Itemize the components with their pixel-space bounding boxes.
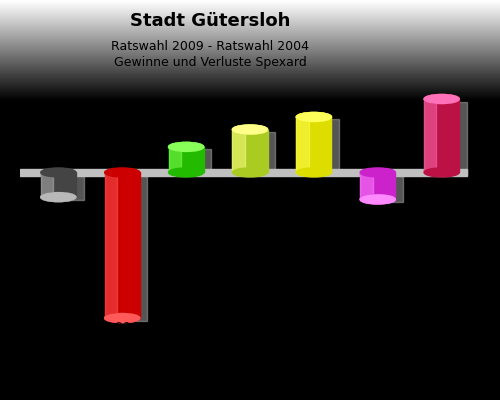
Ellipse shape [424,168,459,177]
Text: Gewinne und Verluste Spexard: Gewinne und Verluste Spexard [114,56,306,69]
Text: Ratswahl 2009 - Ratswahl 2004: Ratswahl 2009 - Ratswahl 2004 [111,40,309,53]
Bar [104,172,140,318]
Text: CDU: CDU [46,343,70,353]
Ellipse shape [104,168,140,177]
Text: -1,29 %: -1,29 % [356,322,399,332]
Ellipse shape [424,94,459,104]
Bar [360,172,396,200]
Bar [424,99,459,172]
Ellipse shape [232,125,268,134]
Ellipse shape [296,112,332,122]
Ellipse shape [232,168,268,177]
Ellipse shape [104,314,140,322]
Ellipse shape [41,193,76,202]
Text: 1,22 %: 1,22 % [166,322,205,332]
Ellipse shape [41,193,76,202]
Bar [168,147,203,172]
Text: FDP: FDP [303,343,324,353]
Bar [304,120,339,175]
Bar [296,117,332,172]
Bar [368,175,403,202]
Ellipse shape [296,168,332,177]
Text: 3,51 %: 3,51 % [422,322,461,332]
Ellipse shape [360,168,396,177]
Ellipse shape [424,94,459,104]
Bar [296,117,308,172]
Bar [432,102,467,175]
Ellipse shape [168,142,203,151]
Ellipse shape [104,314,140,322]
Ellipse shape [168,168,203,177]
Bar [168,147,181,172]
Ellipse shape [424,94,459,104]
Text: -6,96 %: -6,96 % [101,322,144,332]
Ellipse shape [232,125,268,134]
Bar [232,130,268,172]
Bar [112,175,148,320]
Ellipse shape [104,314,140,322]
Ellipse shape [41,168,76,177]
Bar [48,175,84,200]
Text: GRÜNE: GRÜNE [166,343,206,353]
Text: DIE
LINKE: DIE LINKE [426,343,458,364]
Text: -1,18 %: -1,18 % [37,322,80,332]
Ellipse shape [360,195,396,204]
Ellipse shape [360,195,396,204]
Ellipse shape [296,112,332,122]
Bar [41,172,53,197]
Ellipse shape [168,142,203,151]
Bar [104,172,117,318]
Bar [41,172,76,197]
Text: BIGT: BIGT [237,343,263,353]
Text: 7 von 7 Schnellmeldungen: 7 von 7 Schnellmeldungen [10,380,159,390]
Ellipse shape [232,125,268,134]
Ellipse shape [360,195,396,204]
Bar [360,172,372,200]
Ellipse shape [296,112,332,122]
Ellipse shape [41,193,76,202]
Bar [240,132,275,175]
Bar [424,99,436,172]
Text: Stadt Gütersloh: Stadt Gütersloh [130,12,290,30]
Bar [232,130,244,172]
Bar [176,150,212,175]
Text: SPD: SPD [111,343,134,353]
Text: 2,65 %: 2,65 % [294,322,334,332]
Bar [20,169,467,176]
Text: 2,05 %: 2,05 % [230,322,270,332]
Text: UWG: UWG [364,343,392,353]
Ellipse shape [168,142,203,151]
